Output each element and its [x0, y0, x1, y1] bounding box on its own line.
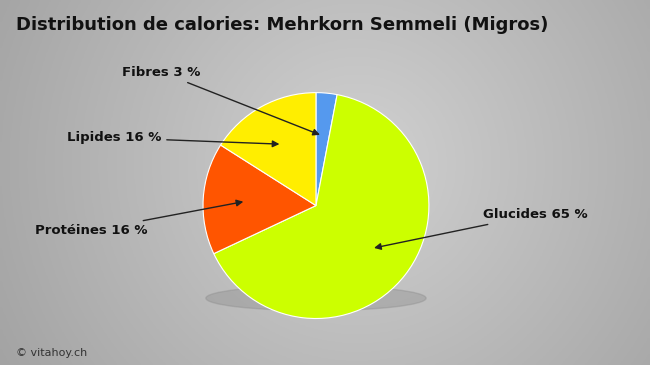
Ellipse shape — [206, 286, 426, 311]
Text: Distribution de calories: Mehrkorn Semmeli (Migros): Distribution de calories: Mehrkorn Semme… — [16, 16, 549, 34]
Text: Protéines 16 %: Protéines 16 % — [35, 200, 242, 237]
Wedge shape — [203, 145, 316, 254]
Wedge shape — [220, 93, 316, 205]
Text: Lipides 16 %: Lipides 16 % — [67, 131, 278, 147]
Text: Fibres 3 %: Fibres 3 % — [122, 66, 318, 135]
Text: Glucides 65 %: Glucides 65 % — [376, 208, 588, 249]
Wedge shape — [214, 95, 429, 319]
Text: © vitahoy.ch: © vitahoy.ch — [16, 349, 88, 358]
Wedge shape — [316, 93, 337, 205]
